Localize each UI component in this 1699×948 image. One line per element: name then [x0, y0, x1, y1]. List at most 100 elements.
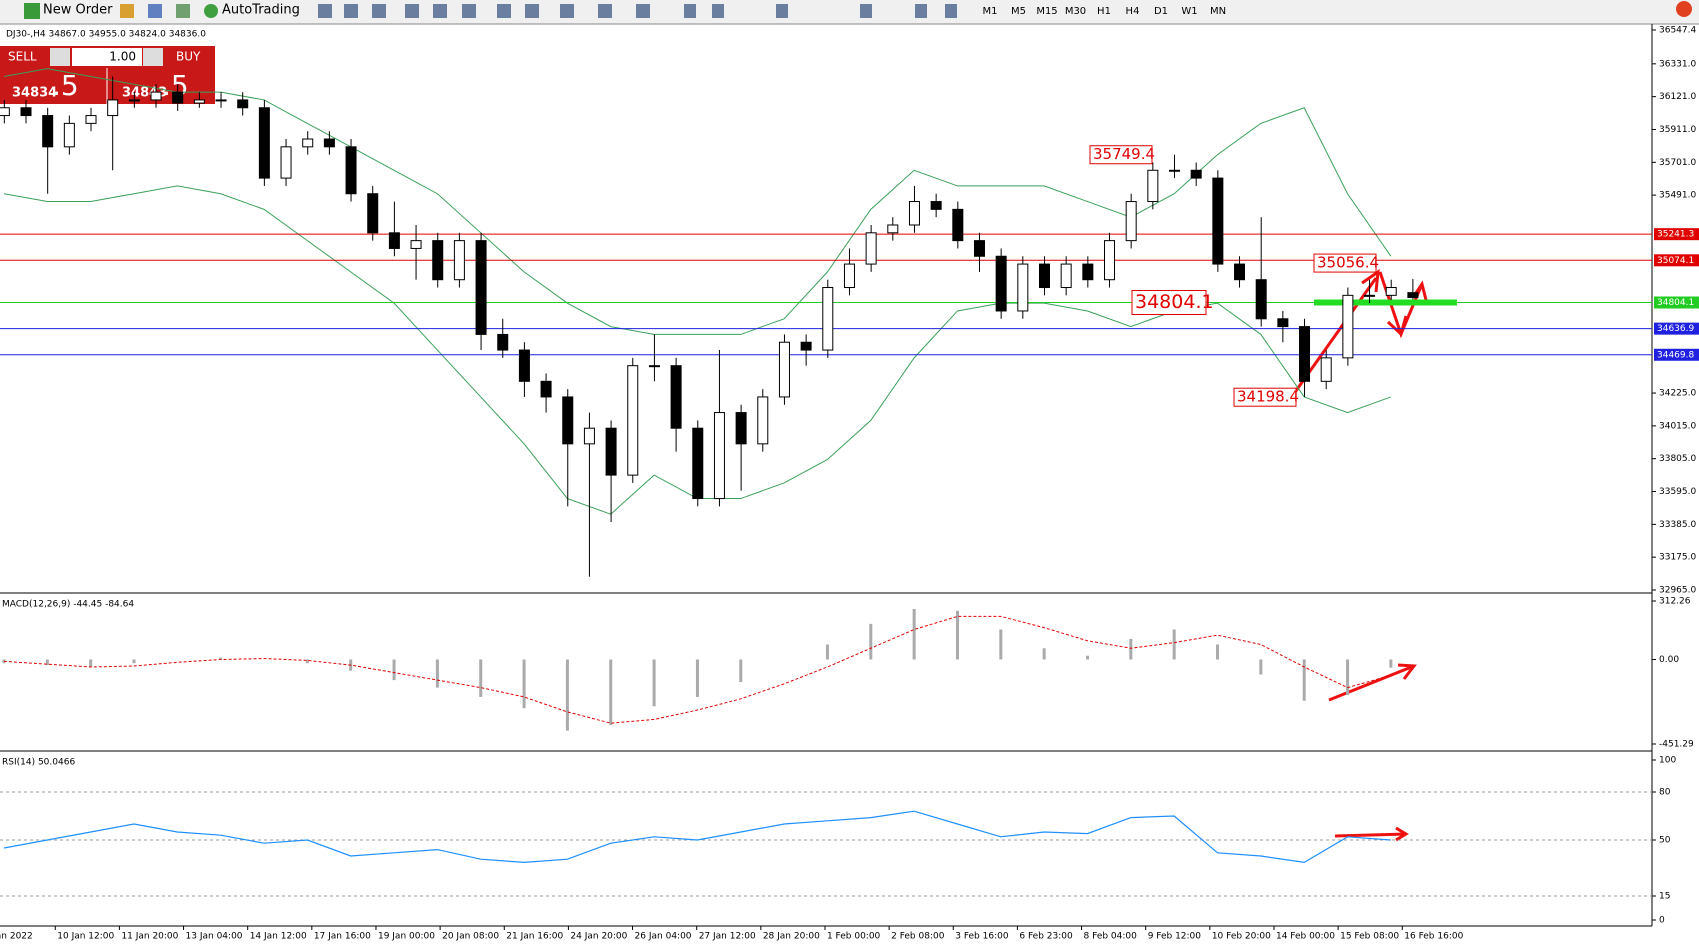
autotrading-button[interactable]: AutoTrading [222, 3, 300, 18]
price-annotation: 35056.4 [1317, 254, 1379, 272]
candle-body [1234, 263, 1246, 281]
candle-body [1082, 263, 1094, 281]
time-label: 1 Feb 00:00 [827, 932, 881, 942]
candle-body [1038, 263, 1050, 289]
candle-body [1125, 201, 1137, 242]
candle-body [518, 349, 530, 382]
timeframe-button[interactable]: MN [1210, 6, 1226, 17]
candle-body [800, 341, 812, 351]
time-label: 17 Jan 16:00 [314, 932, 371, 942]
candle-body [237, 99, 249, 109]
level-axis-label: 34636.9 [1657, 324, 1694, 334]
level-axis-box [1654, 322, 1699, 335]
time-label: 26 Jan 04:00 [635, 932, 692, 942]
timeframe-button[interactable]: H4 [1126, 6, 1140, 17]
new-order-icon[interactable] [24, 3, 40, 19]
timeframe-button[interactable]: M1 [983, 6, 998, 17]
candle-body [0, 107, 10, 117]
timeframe-bar: M1 M5 M15 M30 H1 H4 D1 W1 MN [983, 6, 1227, 17]
time-label: 11 Jan 20:00 [121, 932, 178, 942]
tool-icon[interactable] [176, 4, 190, 18]
candle-body [388, 232, 400, 249]
drawn-arrows [1291, 268, 1428, 842]
tool-icon[interactable] [120, 4, 134, 18]
candle-body [1342, 294, 1354, 359]
timeframe-button[interactable]: H1 [1097, 6, 1111, 17]
alert-badge[interactable] [1676, 1, 1692, 17]
level-axis-box [1654, 296, 1699, 309]
level-axis-label: 34804.1 [1657, 298, 1694, 308]
lot-input[interactable]: 1.00 [109, 50, 136, 64]
candle-body [930, 201, 942, 210]
candle-body [1407, 292, 1419, 299]
candle-body [692, 427, 704, 500]
time-label: 16 Feb 16:00 [1404, 932, 1463, 942]
price-annotation-box [1233, 387, 1297, 407]
new-order-button[interactable]: New Order [43, 3, 113, 18]
time-label: 9 Feb 12:00 [1148, 932, 1202, 942]
time-label: 2 Feb 08:00 [891, 932, 945, 942]
bid-price[interactable]: 34834 [12, 86, 57, 101]
price-tick-label: 34015.0 [1659, 421, 1696, 431]
candle-body [605, 427, 617, 476]
buy-button[interactable]: BUY [176, 50, 201, 64]
price-tick-label: 35911.0 [1659, 125, 1696, 135]
bid-fraction[interactable]: .5 [52, 69, 79, 102]
candle-body [583, 427, 595, 445]
candle-body [995, 255, 1007, 312]
candle-body [1364, 294, 1376, 297]
candle-body [757, 396, 769, 445]
time-label: 28 Jan 20:00 [763, 932, 820, 942]
candle-body [345, 146, 357, 195]
time-label: 15 Feb 08:00 [1340, 932, 1399, 942]
time-label: Jan 2022 [0, 932, 33, 942]
macd-tick-label: 312.26 [1659, 597, 1691, 607]
tool-icon[interactable] [148, 4, 162, 18]
price-annotation-box [1131, 290, 1207, 316]
candle-body [562, 396, 574, 445]
time-label: 13 Jan 04:00 [186, 932, 243, 942]
rsi-tick-label: 50 [1659, 836, 1671, 846]
time-label: 19 Jan 00:00 [378, 932, 435, 942]
candle-body [1385, 287, 1397, 296]
candle-body [713, 412, 725, 500]
price-tick-label: 33805.0 [1659, 454, 1696, 464]
rsi-tick-label: 15 [1659, 892, 1670, 902]
candle-body [1147, 169, 1159, 203]
price-tick-label: 36547.4 [1659, 26, 1696, 36]
candle-body [778, 341, 790, 398]
price-tick-label: 35701.0 [1659, 158, 1696, 168]
candle-body [1190, 169, 1202, 179]
level-axis-label: 35241.3 [1657, 230, 1694, 240]
candle-body [323, 138, 335, 148]
timeframe-button[interactable]: M5 [1011, 6, 1026, 17]
rsi-line [3, 810, 1391, 864]
rsi-tick-label: 0 [1659, 916, 1665, 926]
candle-body [453, 240, 465, 281]
candle-body [952, 208, 964, 242]
candle-body [887, 224, 899, 234]
timeframe-button[interactable]: W1 [1181, 6, 1197, 17]
timeframe-button[interactable]: M15 [1036, 6, 1057, 17]
time-label: 14 Jan 12:00 [250, 932, 307, 942]
timeframe-button[interactable]: D1 [1154, 6, 1168, 17]
rsi-tick-label: 80 [1659, 788, 1671, 798]
bollinger-band [3, 68, 1392, 335]
macd-signal [3, 615, 1392, 724]
candle-body [1060, 263, 1072, 289]
timeframe-button[interactable]: M30 [1065, 6, 1086, 17]
time-label: 10 Feb 20:00 [1212, 932, 1271, 942]
price-tick-label: 33595.0 [1659, 487, 1696, 497]
candle-body [1299, 326, 1311, 382]
candle-body [410, 240, 422, 249]
candle-body [973, 240, 985, 257]
sell-button[interactable]: SELL [8, 50, 37, 64]
autotrading-icon[interactable] [204, 4, 218, 18]
candle-body [1104, 240, 1116, 281]
time-label: 21 Jan 16:00 [506, 932, 563, 942]
candle-body [150, 91, 162, 101]
candle-body [85, 115, 97, 124]
price-tick-label: 34225.0 [1659, 389, 1696, 399]
candle-body [908, 201, 920, 226]
